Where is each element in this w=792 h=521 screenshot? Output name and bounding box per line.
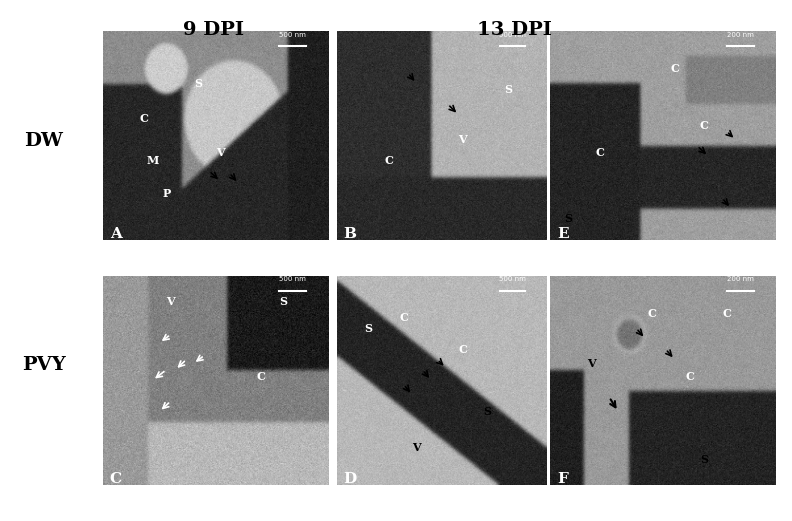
Text: C: C: [458, 343, 467, 355]
Text: S: S: [484, 406, 492, 417]
Text: C: C: [110, 472, 122, 486]
Text: V: V: [587, 358, 596, 369]
Text: S: S: [364, 322, 372, 334]
Text: V: V: [166, 295, 175, 307]
Text: 200 nm: 200 nm: [726, 276, 753, 282]
Text: E: E: [558, 227, 569, 241]
Text: A: A: [110, 227, 122, 241]
Text: V: V: [459, 134, 466, 145]
Text: C: C: [399, 312, 408, 324]
Text: C: C: [686, 370, 695, 382]
Text: V: V: [216, 146, 225, 158]
Text: F: F: [558, 472, 568, 486]
Text: S: S: [280, 295, 287, 307]
Text: C: C: [596, 146, 604, 158]
Text: B: B: [343, 227, 356, 241]
Text: C: C: [139, 113, 148, 125]
Text: 500 nm: 500 nm: [500, 31, 527, 38]
Text: S: S: [194, 78, 202, 89]
Text: DW: DW: [24, 132, 63, 150]
Text: S: S: [505, 84, 512, 95]
Text: P: P: [162, 188, 170, 200]
Text: 9 DPI: 9 DPI: [183, 21, 245, 39]
Text: 500 nm: 500 nm: [279, 276, 306, 282]
Text: 500 nm: 500 nm: [500, 276, 527, 282]
Text: C: C: [722, 308, 731, 319]
Text: 13 DPI: 13 DPI: [478, 21, 552, 39]
Text: S: S: [700, 454, 708, 465]
Text: S: S: [565, 213, 573, 225]
Text: 200 nm: 200 nm: [726, 31, 753, 38]
Text: D: D: [343, 472, 356, 486]
Text: M: M: [147, 155, 159, 166]
Text: C: C: [670, 63, 679, 75]
Text: C: C: [385, 155, 394, 166]
Text: C: C: [699, 119, 708, 131]
Text: V: V: [412, 441, 421, 453]
Text: 500 nm: 500 nm: [279, 31, 306, 38]
Text: PVY: PVY: [21, 356, 66, 374]
Text: C: C: [648, 308, 657, 319]
Text: C: C: [257, 370, 265, 382]
